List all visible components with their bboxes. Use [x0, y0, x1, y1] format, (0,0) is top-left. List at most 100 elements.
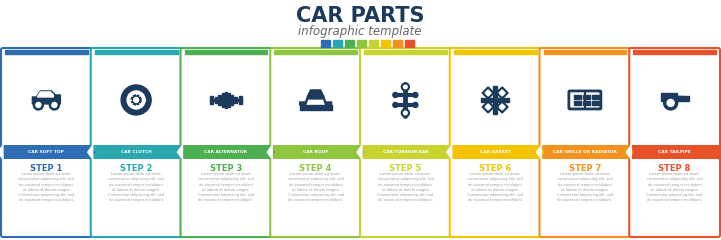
Text: CAR GASKET: CAR GASKET [479, 150, 510, 154]
Text: CAR TAILPIPE: CAR TAILPIPE [658, 150, 691, 154]
Text: Lorem ipsum dolor sit amet,
consectetur adipiscing elit, sed
do eiusmod tempor i: Lorem ipsum dolor sit amet, consectetur … [18, 172, 74, 202]
Polygon shape [37, 92, 53, 97]
Polygon shape [485, 104, 491, 110]
Bar [381, 40, 390, 47]
Polygon shape [300, 96, 332, 105]
Text: infographic template: infographic template [298, 24, 422, 37]
Circle shape [127, 91, 145, 109]
Polygon shape [485, 90, 491, 96]
FancyBboxPatch shape [270, 48, 361, 237]
Polygon shape [499, 90, 505, 96]
Circle shape [49, 100, 59, 110]
Text: Lorem ipsum dolor sit amet,
consectetur adipiscing elit, sed
do eiusmod tempor i: Lorem ipsum dolor sit amet, consectetur … [198, 172, 254, 202]
Bar [210, 99, 215, 101]
Polygon shape [88, 145, 93, 159]
Polygon shape [308, 90, 324, 96]
Bar [239, 96, 242, 104]
Bar [221, 93, 224, 107]
FancyBboxPatch shape [180, 48, 271, 237]
Circle shape [663, 96, 678, 110]
Polygon shape [0, 145, 3, 159]
Polygon shape [448, 145, 454, 159]
Bar [3, 145, 89, 159]
Bar [237, 99, 242, 101]
Bar [369, 40, 378, 47]
Polygon shape [89, 145, 94, 159]
Bar [574, 101, 581, 105]
Polygon shape [482, 101, 494, 113]
Text: Lorem ipsum dolor sit amet,
consectetur adipiscing elit, sed
do eiusmod tempor i: Lorem ipsum dolor sit amet, consectetur … [108, 172, 164, 202]
Polygon shape [359, 145, 364, 159]
Text: Lorem ipsum dolor sit amet,
consectetur adipiscing elit, sed
do eiusmod tempor i: Lorem ipsum dolor sit amet, consectetur … [467, 172, 523, 202]
Polygon shape [32, 91, 61, 104]
Bar [225, 92, 227, 108]
Text: Lorem ipsum dolor sit amet,
consectetur adipiscing elit, sed
do eiusmod tempor i: Lorem ipsum dolor sit amet, consectetur … [557, 172, 613, 202]
FancyBboxPatch shape [539, 48, 630, 237]
Bar [481, 98, 509, 102]
Circle shape [121, 85, 151, 115]
Polygon shape [496, 101, 508, 113]
Circle shape [131, 95, 141, 105]
Polygon shape [539, 145, 544, 159]
Bar [592, 101, 599, 105]
Circle shape [52, 102, 57, 108]
Bar [676, 96, 689, 101]
Bar [574, 95, 581, 99]
Bar [541, 145, 628, 159]
Text: CAR SOFT TOP: CAR SOFT TOP [29, 150, 64, 154]
Circle shape [33, 100, 43, 110]
FancyBboxPatch shape [569, 91, 601, 109]
Bar [321, 40, 330, 47]
Bar [393, 40, 402, 47]
Circle shape [393, 92, 398, 97]
Text: STEP 4: STEP 4 [299, 164, 332, 173]
Bar [234, 97, 236, 103]
Circle shape [36, 102, 41, 108]
Polygon shape [180, 145, 185, 159]
Polygon shape [177, 145, 182, 159]
Bar [274, 50, 357, 54]
Bar [544, 50, 627, 54]
Bar [182, 145, 269, 159]
Circle shape [667, 99, 674, 107]
Circle shape [404, 111, 407, 115]
Text: Lorem ipsum dolor sit amet,
consectetur adipiscing elit, sed
do eiusmod tempor i: Lorem ipsum dolor sit amet, consectetur … [647, 172, 703, 202]
Bar [273, 145, 359, 159]
Text: STEP 2: STEP 2 [120, 164, 152, 173]
Circle shape [133, 97, 138, 102]
Polygon shape [660, 93, 683, 98]
Polygon shape [357, 145, 362, 159]
Bar [5, 50, 88, 54]
Bar [454, 50, 536, 54]
Circle shape [402, 109, 410, 117]
Polygon shape [499, 104, 505, 110]
FancyBboxPatch shape [629, 48, 720, 237]
Circle shape [393, 102, 398, 108]
Text: STEP 6: STEP 6 [479, 164, 511, 173]
Polygon shape [627, 145, 632, 159]
Bar [215, 97, 217, 103]
Bar [493, 86, 497, 114]
FancyBboxPatch shape [1, 48, 92, 237]
Bar [345, 40, 354, 47]
Bar [633, 50, 716, 54]
Polygon shape [267, 145, 273, 159]
Polygon shape [536, 145, 541, 159]
Text: STEP 3: STEP 3 [210, 164, 242, 173]
Bar [228, 93, 230, 107]
Text: STEP 8: STEP 8 [658, 164, 691, 173]
Bar [583, 101, 590, 105]
Bar [364, 50, 447, 54]
Bar [93, 145, 180, 159]
Text: Lorem ipsum dolor sit amet,
consectetur adipiscing elit, sed
do eiusmod tempor i: Lorem ipsum dolor sit amet, consectetur … [288, 172, 344, 202]
Polygon shape [628, 145, 633, 159]
Bar [405, 40, 414, 47]
Bar [231, 95, 234, 105]
Text: CAR ALTERNATOR: CAR ALTERNATOR [204, 150, 247, 154]
Bar [218, 95, 221, 105]
Polygon shape [718, 145, 721, 159]
Circle shape [413, 92, 418, 97]
Bar [185, 50, 267, 54]
Polygon shape [269, 145, 274, 159]
Text: STEP 1: STEP 1 [30, 164, 63, 173]
